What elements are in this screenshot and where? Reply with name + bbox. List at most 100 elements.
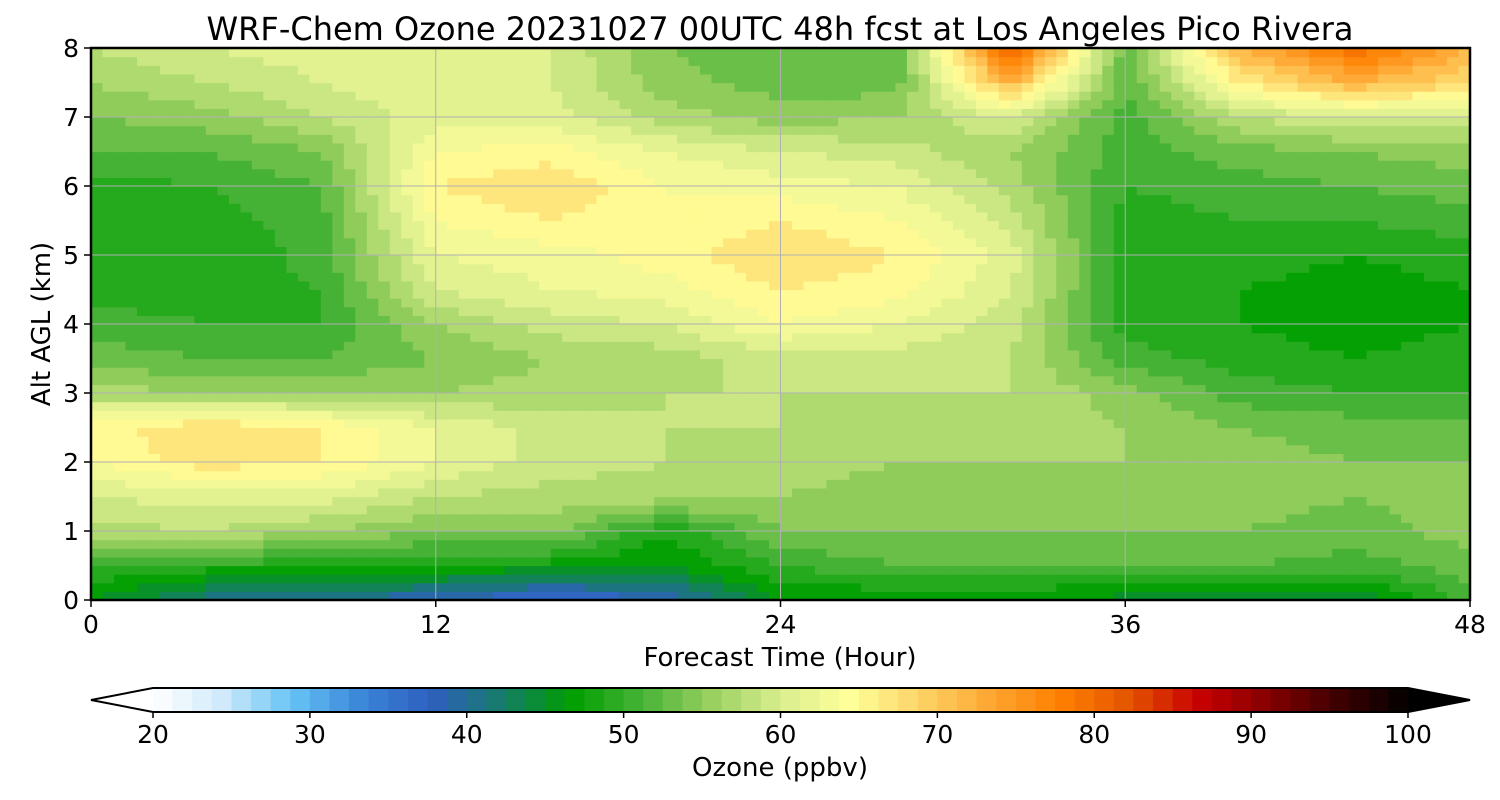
heatmap-cell [998, 574, 1011, 584]
heatmap-cell [91, 427, 104, 437]
heatmap-cell [159, 522, 173, 532]
heatmap-cell [332, 375, 345, 385]
heatmap-cell [148, 548, 161, 558]
heatmap-cell [1297, 289, 1310, 299]
heatmap-cell [562, 462, 575, 472]
heatmap-cell [1401, 341, 1414, 351]
heatmap-cell [1355, 255, 1368, 265]
heatmap-cell [343, 470, 356, 480]
heatmap-cell [803, 548, 816, 558]
heatmap-cell [125, 246, 138, 256]
heatmap-cell [194, 470, 207, 480]
heatmap-cell [274, 574, 287, 584]
heatmap-cell [814, 522, 828, 532]
heatmap-cell [1309, 513, 1322, 523]
heatmap-cell [883, 574, 897, 584]
heatmap-cell [895, 384, 908, 394]
heatmap-cell [401, 556, 414, 567]
heatmap-cell [906, 315, 919, 325]
heatmap-cell [791, 349, 805, 360]
heatmap-cell [1136, 384, 1149, 394]
heatmap-cell [608, 315, 621, 325]
heatmap-cell [274, 306, 287, 316]
heatmap-cell [734, 410, 747, 420]
heatmap-cell [527, 496, 540, 506]
heatmap-cell [780, 427, 793, 437]
heatmap-cell [642, 574, 655, 584]
heatmap-cell [1401, 444, 1414, 454]
heatmap-cell [424, 479, 437, 489]
heatmap-cell [297, 246, 310, 256]
heatmap-cell [1217, 358, 1230, 368]
heatmap-cell [332, 522, 345, 532]
heatmap-cell [700, 289, 713, 299]
heatmap-cell [906, 332, 919, 342]
heatmap-cell [895, 496, 908, 506]
heatmap-cell [1182, 393, 1195, 403]
heatmap-cell [1378, 367, 1391, 377]
heatmap-cell [929, 582, 942, 592]
heatmap-cell [389, 289, 402, 299]
heatmap-cell [309, 444, 322, 454]
heatmap-cell [458, 513, 471, 523]
heatmap-cell [366, 487, 379, 498]
heatmap-cell [148, 444, 161, 454]
heatmap-cell [952, 556, 965, 567]
heatmap-cell [458, 453, 471, 463]
heatmap-cell [803, 462, 816, 472]
heatmap-cell [1309, 479, 1322, 489]
heatmap-cell [929, 427, 942, 437]
heatmap-cell [1217, 453, 1230, 463]
heatmap-cell [975, 324, 988, 334]
heatmap-cell [975, 565, 988, 575]
heatmap-cell [113, 358, 127, 368]
heatmap-cell [550, 306, 563, 316]
heatmap-cell [1148, 289, 1161, 299]
heatmap-cell [1056, 574, 1069, 584]
heatmap-cell [424, 462, 437, 472]
heatmap-cell [1251, 548, 1264, 558]
heatmap-cell [654, 496, 667, 506]
heatmap-cell [1274, 539, 1287, 549]
heatmap-cell [1286, 255, 1299, 265]
heatmap-cell [1159, 591, 1172, 600]
heatmap-cell [182, 306, 196, 316]
heatmap-cell [1297, 479, 1310, 489]
heatmap-cell [205, 246, 219, 256]
heatmap-cell [1424, 574, 1437, 584]
heatmap-cell [1309, 358, 1322, 368]
heatmap-cell [136, 237, 150, 247]
heatmap-cell [182, 272, 196, 282]
heatmap-cell [297, 237, 310, 247]
heatmap-cell [171, 246, 184, 256]
heatmap-cell [677, 548, 690, 558]
heatmap-cell [1067, 479, 1080, 489]
heatmap-cell [1125, 315, 1138, 325]
heatmap-cell [91, 531, 104, 541]
heatmap-cell [1021, 255, 1034, 265]
heatmap-cell [470, 591, 483, 600]
heatmap-cell [1159, 453, 1172, 463]
heatmap-cell [343, 255, 356, 265]
heatmap-cell [608, 531, 621, 541]
heatmap-cell [171, 462, 184, 472]
heatmap-cell [1274, 548, 1287, 558]
heatmap-cell [251, 462, 264, 472]
heatmap-cell [378, 255, 391, 265]
heatmap-cell [1033, 565, 1046, 575]
heatmap-cell [228, 479, 241, 489]
heatmap-cell [1159, 298, 1172, 308]
heatmap-cell [1044, 349, 1057, 360]
heatmap-cell [883, 315, 897, 325]
heatmap-cell [1412, 289, 1425, 299]
heatmap-cell [1366, 470, 1379, 480]
heatmap-cell [493, 470, 506, 480]
heatmap-cell [251, 487, 264, 498]
heatmap-cell [929, 401, 942, 411]
heatmap-cell [654, 453, 667, 463]
heatmap-cell [251, 298, 264, 308]
heatmap-cell [1159, 418, 1172, 429]
heatmap-cell [412, 246, 425, 256]
heatmap-cell [320, 427, 333, 437]
heatmap-cell [1159, 531, 1172, 541]
